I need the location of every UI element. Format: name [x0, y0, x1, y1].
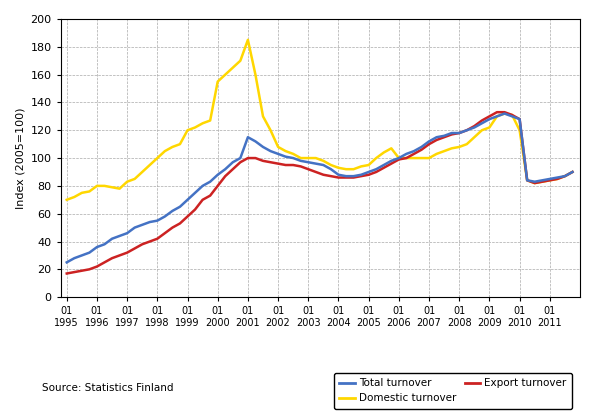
- Text: Source: Statistics Finland: Source: Statistics Finland: [42, 383, 173, 393]
- Legend: Total turnover, Domestic turnover, Export turnover: Total turnover, Domestic turnover, Expor…: [334, 373, 572, 409]
- Y-axis label: Index (2005=100): Index (2005=100): [15, 107, 25, 209]
